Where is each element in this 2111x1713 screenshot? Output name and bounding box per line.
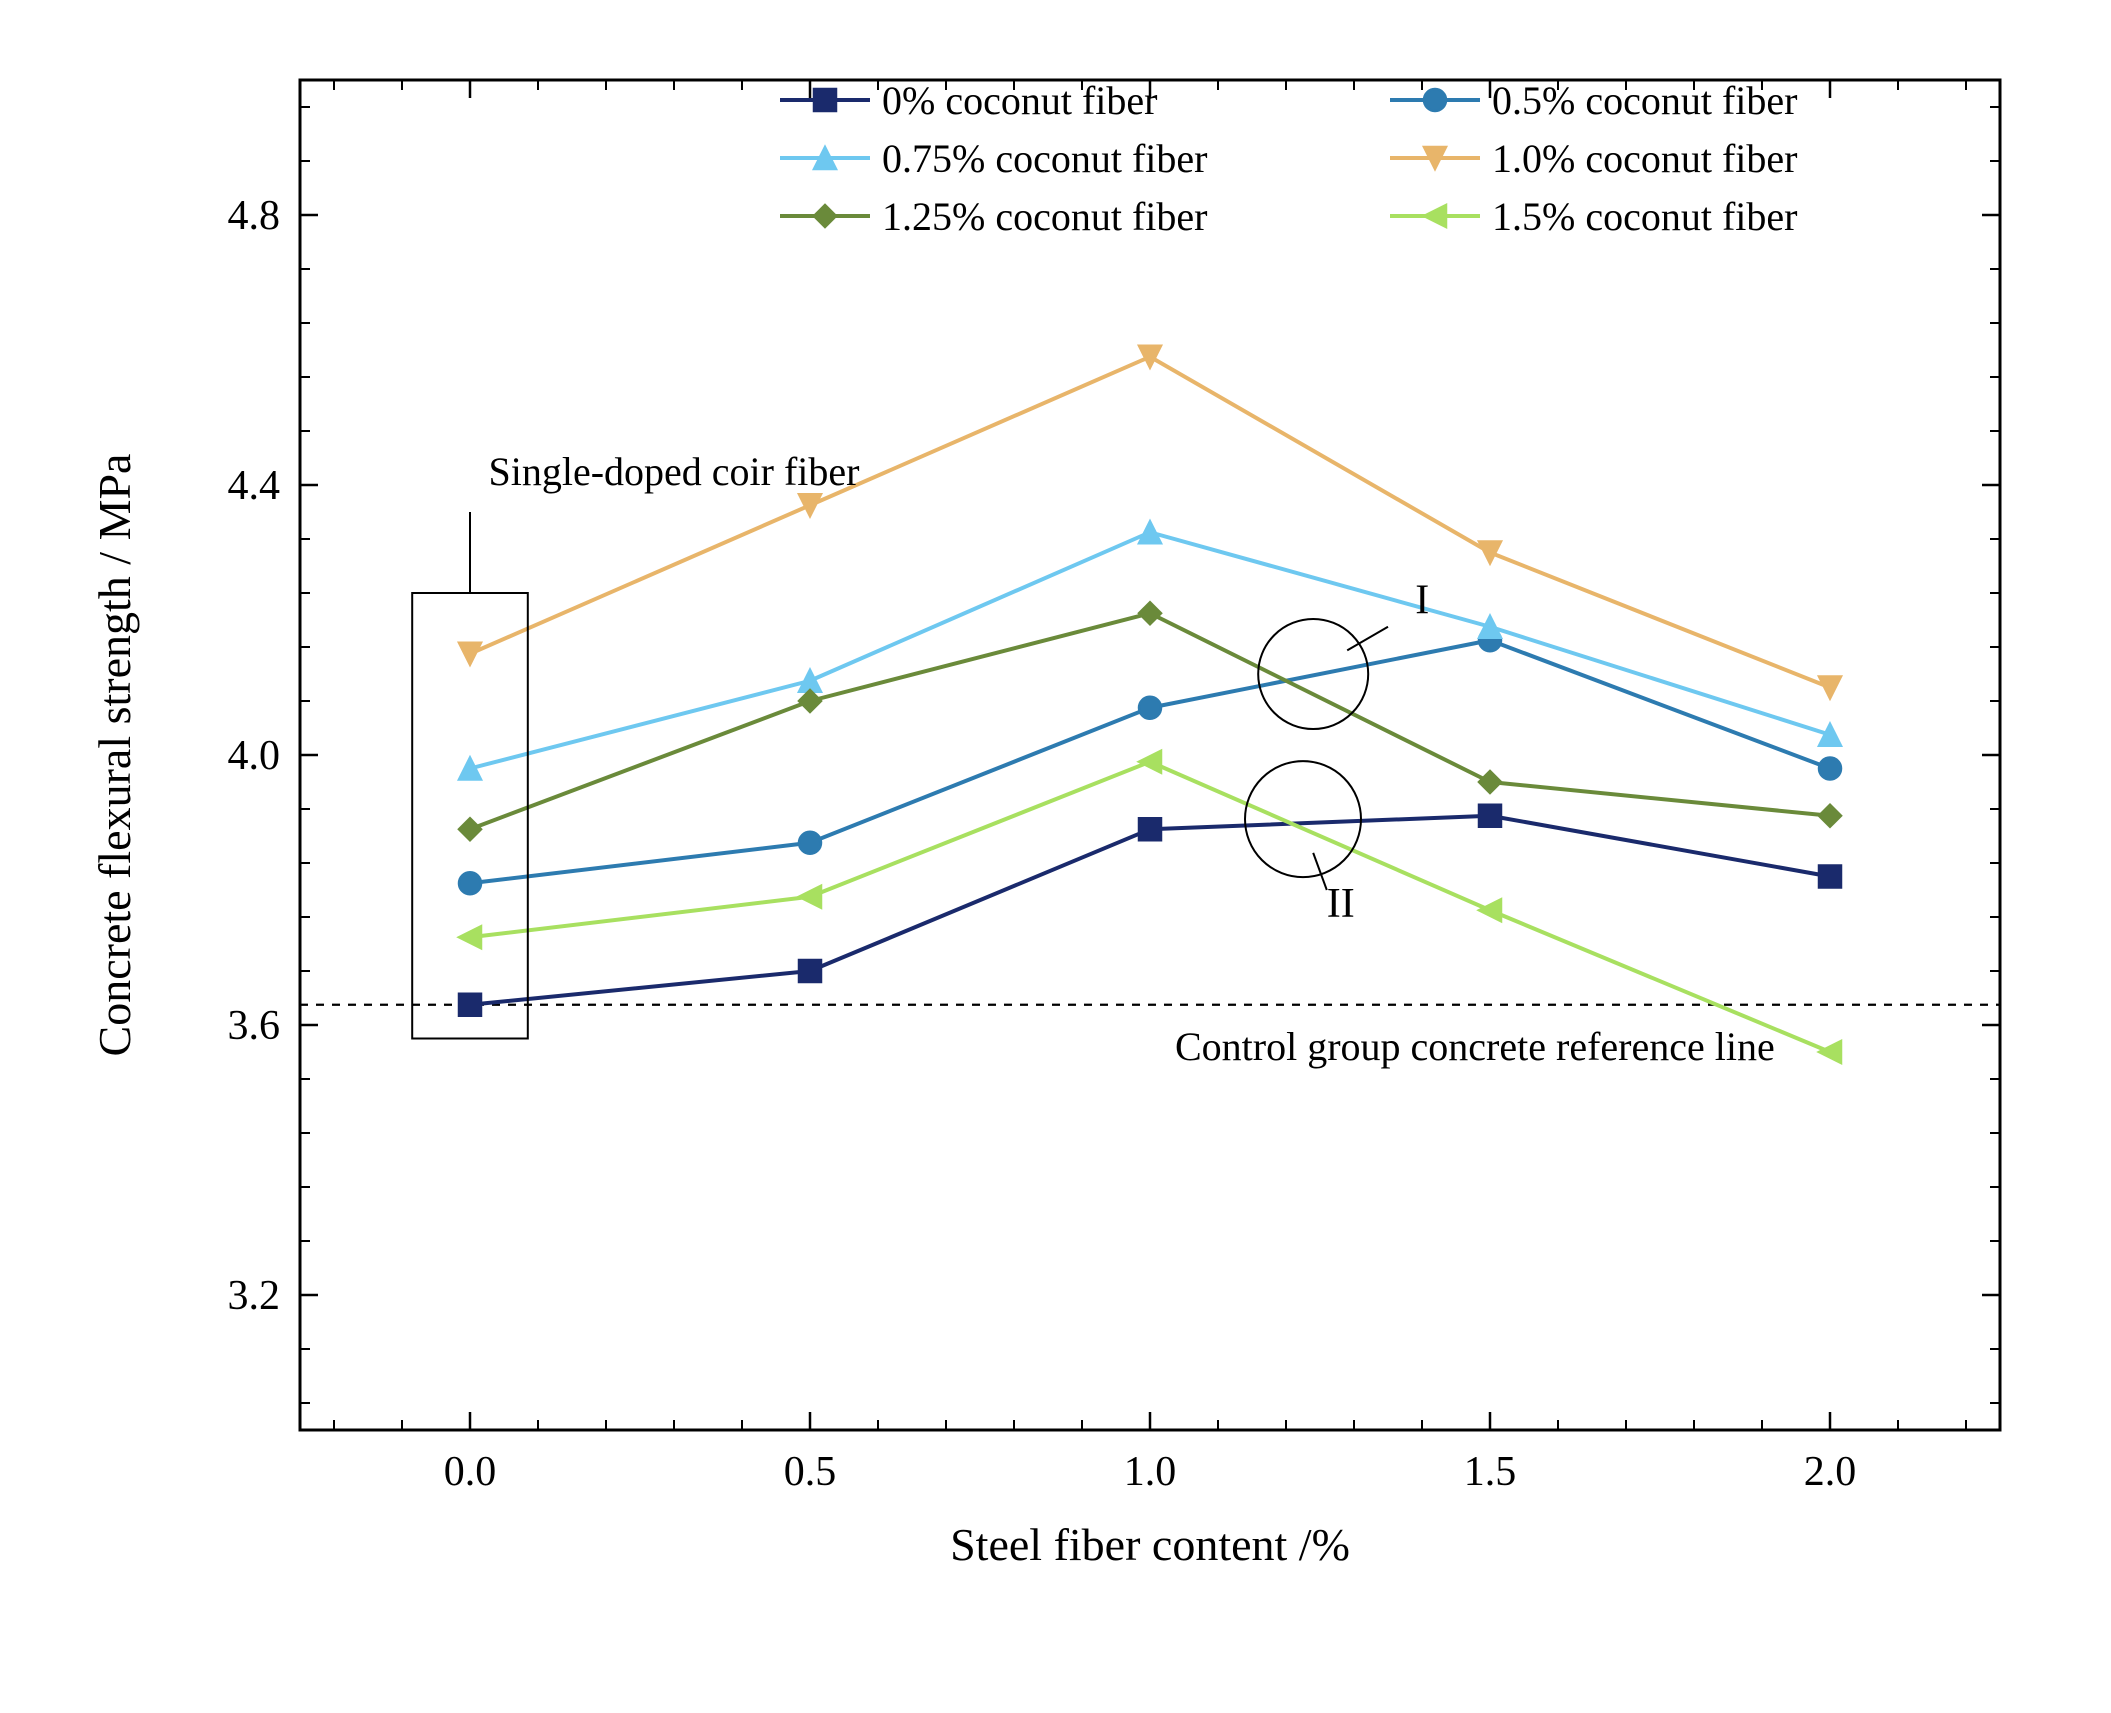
svg-text:1.0% coconut fiber: 1.0% coconut fiber (1492, 136, 1797, 181)
svg-text:0.5: 0.5 (784, 1449, 837, 1495)
svg-text:1.25% coconut fiber: 1.25% coconut fiber (882, 194, 1207, 239)
svg-text:1.5% coconut fiber: 1.5% coconut fiber (1492, 194, 1797, 239)
x-axis-label: Steel fiber content /% (950, 1519, 1350, 1570)
svg-text:0.0: 0.0 (444, 1449, 497, 1495)
svg-text:0.5% coconut fiber: 0.5% coconut fiber (1492, 78, 1797, 123)
svg-text:4.0: 4.0 (228, 733, 281, 779)
svg-text:4.8: 4.8 (228, 193, 281, 239)
annotation-II: II (1327, 881, 1355, 927)
svg-text:0.75% coconut fiber: 0.75% coconut fiber (882, 136, 1207, 181)
chart-container: 0.0 0.5 1.0 1.5 2.0 3.2 3.6 4.0 4.4 4.8 Steel fibe… (0, 0, 2111, 1713)
svg-text:1.5: 1.5 (1464, 1449, 1517, 1495)
svg-text:3.6: 3.6 (228, 1003, 281, 1049)
y-axis-label: Concrete flexural strength / MPa (89, 454, 140, 1057)
svg-text:4.4: 4.4 (228, 463, 281, 509)
svg-text:1.0: 1.0 (1124, 1449, 1177, 1495)
svg-text:2.0: 2.0 (1804, 1449, 1857, 1495)
svg-text:0% coconut fiber: 0% coconut fiber (882, 78, 1157, 123)
reference-line-label: Control group concrete reference line (1175, 1024, 1775, 1069)
single-doped-label: Single-doped coir fiber (489, 449, 860, 494)
line-chart: 0.0 0.5 1.0 1.5 2.0 3.2 3.6 4.0 4.4 4.8 Steel fibe… (0, 0, 2111, 1713)
svg-text:3.2: 3.2 (228, 1273, 281, 1319)
annotation-I: I (1415, 577, 1429, 623)
